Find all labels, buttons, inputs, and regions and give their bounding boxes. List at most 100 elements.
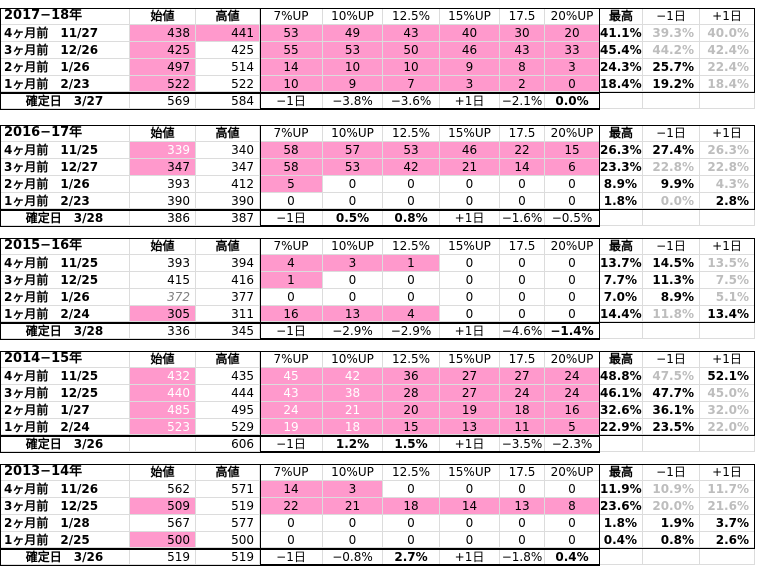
table-cell[interactable]: 45.0% (700, 384, 755, 402)
table-cell[interactable]: 0 (383, 271, 440, 289)
table-cell[interactable]: 0.4% (600, 531, 643, 549)
section-title[interactable]: 2017−18年 (0, 8, 130, 25)
row-label[interactable]: 確定日 3/26 (0, 435, 130, 453)
table-cell[interactable]: 8.9% (600, 175, 643, 193)
table-cell[interactable]: 0 (545, 271, 600, 289)
table-cell[interactable]: 22.8% (700, 158, 755, 176)
table-cell[interactable]: 0 (260, 514, 323, 532)
table-cell[interactable]: 22 (500, 141, 545, 159)
column-header[interactable]: 15%UP (440, 351, 500, 368)
table-cell[interactable]: 1 (383, 254, 440, 272)
row-label[interactable]: 3ヶ月前 12/26 (0, 41, 130, 59)
column-header[interactable]: +1日 (700, 464, 755, 481)
table-cell[interactable]: −3.5% (500, 435, 545, 453)
column-header[interactable]: 12.5% (383, 351, 440, 368)
table-cell[interactable]: 14 (260, 58, 323, 76)
table-cell[interactable]: 42 (323, 367, 383, 385)
table-cell[interactable]: 38 (323, 384, 383, 402)
table-cell[interactable]: 0 (383, 514, 440, 532)
table-cell[interactable]: 47.7% (643, 384, 700, 402)
table-cell[interactable]: 9 (323, 75, 383, 93)
column-header[interactable]: 15%UP (440, 8, 500, 25)
table-cell[interactable]: 13.7% (600, 254, 643, 272)
table-cell[interactable]: 0 (500, 254, 545, 272)
table-cell[interactable]: 1.5% (383, 435, 440, 453)
table-cell[interactable]: 20 (383, 401, 440, 419)
table-cell[interactable] (643, 322, 700, 340)
column-header[interactable]: +1日 (700, 351, 755, 368)
table-cell[interactable]: 30 (500, 24, 545, 42)
table-cell[interactable]: 26.3% (700, 141, 755, 159)
column-header[interactable]: 高値 (196, 8, 260, 25)
table-cell[interactable]: 441 (196, 24, 260, 42)
table-cell[interactable]: 0 (323, 271, 383, 289)
table-cell[interactable]: 13 (440, 418, 500, 436)
row-label[interactable]: 1ヶ月前 2/24 (0, 418, 130, 436)
table-cell[interactable]: 605 (130, 435, 196, 453)
table-cell[interactable]: 45 (260, 367, 323, 385)
table-cell[interactable]: 58 (260, 141, 323, 159)
table-cell[interactable] (643, 435, 700, 453)
table-cell[interactable]: 26.3% (600, 141, 643, 159)
table-cell[interactable]: 0 (323, 288, 383, 306)
row-label[interactable]: 1ヶ月前 2/24 (0, 305, 130, 323)
column-header[interactable]: 12.5% (383, 464, 440, 481)
row-label[interactable]: 1ヶ月前 2/23 (0, 192, 130, 210)
section-title[interactable]: 2016−17年 (0, 125, 130, 142)
table-cell[interactable]: 0 (323, 531, 383, 549)
table-cell[interactable]: 393 (130, 175, 196, 193)
table-cell[interactable]: 386 (130, 209, 196, 227)
table-cell[interactable]: 10.9% (643, 480, 700, 498)
row-label[interactable]: 2ヶ月前 1/27 (0, 401, 130, 419)
table-cell[interactable]: 3 (323, 480, 383, 498)
table-cell[interactable]: 340 (196, 141, 260, 159)
table-cell[interactable]: 497 (130, 58, 196, 76)
column-header[interactable]: 12.5% (383, 238, 440, 255)
column-header[interactable]: 20%UP (545, 464, 600, 481)
table-cell[interactable]: 24 (500, 384, 545, 402)
table-cell[interactable]: +1日 (440, 548, 500, 566)
table-cell[interactable]: 45.4% (600, 41, 643, 59)
table-cell[interactable] (600, 548, 643, 566)
row-label[interactable]: 2ヶ月前 1/26 (0, 288, 130, 306)
column-header[interactable]: +1日 (700, 238, 755, 255)
table-cell[interactable]: 49 (323, 24, 383, 42)
row-label[interactable]: 確定日 3/26 (0, 548, 130, 566)
table-cell[interactable]: −1.8% (500, 548, 545, 566)
table-cell[interactable]: 519 (196, 497, 260, 515)
table-cell[interactable]: 3.7% (700, 514, 755, 532)
table-cell[interactable]: 4 (260, 254, 323, 272)
table-cell[interactable]: 10 (260, 75, 323, 93)
table-cell[interactable]: −1.6% (500, 209, 545, 227)
table-cell[interactable]: 0 (545, 288, 600, 306)
row-label[interactable]: 4ヶ月前 11/25 (0, 367, 130, 385)
table-cell[interactable]: 48.8% (600, 367, 643, 385)
row-label[interactable]: 2ヶ月前 1/26 (0, 175, 130, 193)
table-cell[interactable]: 25.7% (643, 58, 700, 76)
table-cell[interactable]: 40.0% (700, 24, 755, 42)
table-cell[interactable]: 15 (383, 418, 440, 436)
section-title[interactable]: 2015−16年 (0, 238, 130, 255)
table-cell[interactable] (700, 322, 755, 340)
column-header[interactable]: −1日 (643, 125, 700, 142)
table-cell[interactable]: 390 (196, 192, 260, 210)
table-cell[interactable] (600, 209, 643, 227)
table-cell[interactable]: 377 (196, 288, 260, 306)
table-cell[interactable]: 500 (196, 531, 260, 549)
table-cell[interactable]: −2.9% (383, 322, 440, 340)
table-cell[interactable]: 435 (196, 367, 260, 385)
table-cell[interactable]: 23.6% (600, 497, 643, 515)
column-header[interactable]: 12.5% (383, 8, 440, 25)
column-header[interactable]: 始値 (130, 351, 196, 368)
table-cell[interactable]: 425 (130, 41, 196, 59)
table-cell[interactable]: 15 (545, 141, 600, 159)
table-cell[interactable]: 0.8% (383, 209, 440, 227)
table-cell[interactable]: 0 (440, 480, 500, 498)
table-cell[interactable]: 2 (500, 75, 545, 93)
table-cell[interactable]: 0 (500, 531, 545, 549)
table-cell[interactable]: 4.3% (700, 175, 755, 193)
table-cell[interactable]: 14.5% (643, 254, 700, 272)
column-header[interactable]: 15%UP (440, 125, 500, 142)
row-label[interactable]: 3ヶ月前 12/25 (0, 384, 130, 402)
table-cell[interactable]: 0.5% (323, 209, 383, 227)
